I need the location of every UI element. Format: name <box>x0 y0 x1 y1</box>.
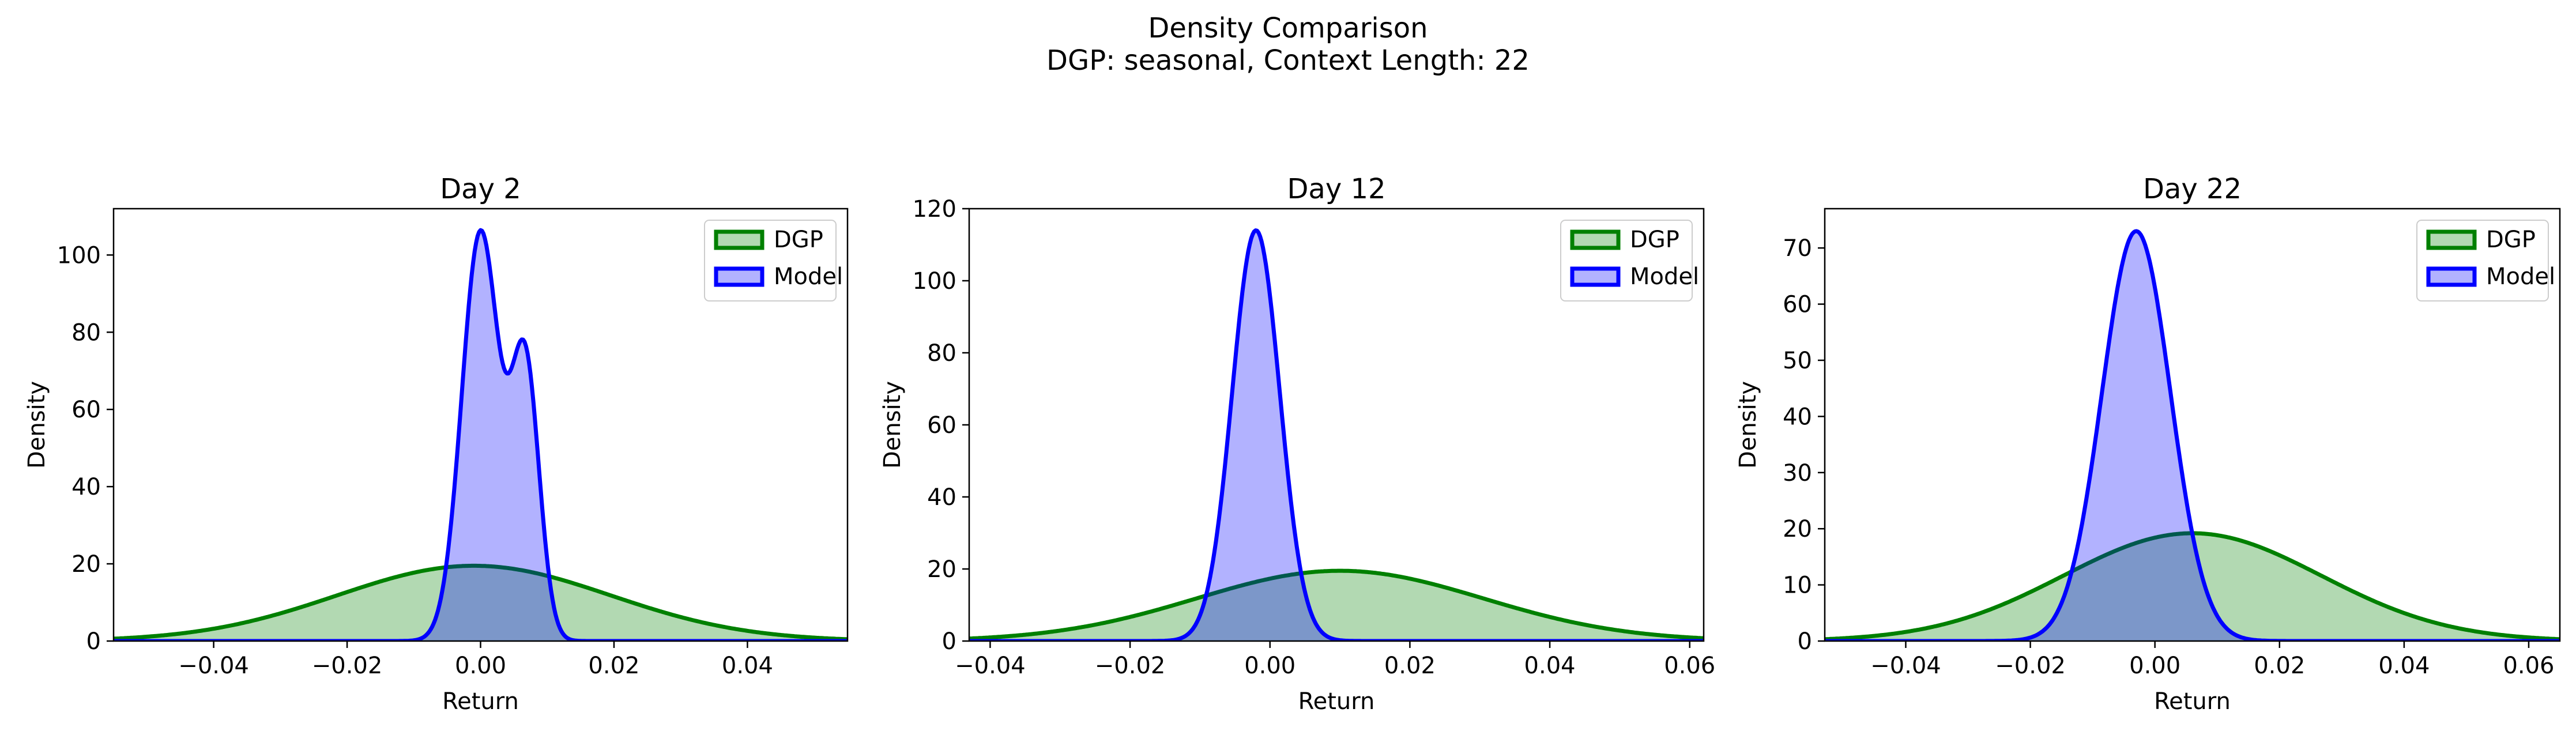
panel-title: Day 22 <box>2143 173 2242 205</box>
y-tick-label: 40 <box>1783 404 1812 430</box>
legend-label-model: Model <box>1630 263 1699 290</box>
figure-title: Density Comparison <box>1148 12 1428 44</box>
x-tick-label: 0.04 <box>722 653 773 679</box>
y-tick-label: 100 <box>913 268 956 295</box>
x-axis-label: Return <box>1298 688 1375 715</box>
legend-label-dgp: DGP <box>1630 227 1679 253</box>
y-tick-label: 0 <box>1798 628 1812 655</box>
chart-panel-3: −0.04 −0.02 0.00 0.02 0.04 0.06 0 10 20 30 40 50 60 7… <box>1735 173 2561 715</box>
x-tick-label: 0.06 <box>1664 653 1715 679</box>
y-tick-label: 40 <box>927 484 956 511</box>
x-tick-label: 0.06 <box>2503 653 2554 679</box>
legend-swatch-dgp <box>714 229 764 250</box>
series-model-line <box>1825 229 2560 641</box>
x-tick-label: 0.00 <box>455 653 506 679</box>
y-tick-label: 40 <box>71 474 101 500</box>
legend-swatch-dgp <box>1570 229 1621 250</box>
y-axis-label: Density <box>24 381 50 469</box>
x-tick-label: 0.04 <box>2378 653 2430 679</box>
series-dgp-area <box>969 571 1704 641</box>
legend-label-dgp: DGP <box>774 227 823 253</box>
legend-swatch-model <box>1570 266 1621 287</box>
y-tick-label: 70 <box>1783 235 1812 262</box>
panel-title: Day 12 <box>1287 173 1385 205</box>
y-tick-label: 0 <box>86 628 101 655</box>
legend-box <box>704 220 837 301</box>
x-tick-label: 0.02 <box>588 653 639 679</box>
series-model-line <box>969 228 1704 641</box>
y-tick-label: 100 <box>57 242 101 269</box>
series-model-area <box>114 230 848 641</box>
legend-label-model: Model <box>774 263 843 290</box>
x-axis-label: Return <box>2154 688 2231 715</box>
y-tick-label: 20 <box>71 551 101 578</box>
legend-label-model: Model <box>2486 263 2555 290</box>
chart-panel-2: −0.04 −0.02 0.00 0.02 0.04 0.06 0 20 40 60 80 100 12… <box>879 173 1715 715</box>
series-model-line <box>114 228 848 641</box>
y-tick-label: 60 <box>927 412 956 439</box>
x-tick-label: −0.04 <box>1870 653 1941 679</box>
y-tick-label: 30 <box>1783 460 1812 487</box>
series-dgp-line <box>114 563 848 641</box>
y-tick-label: 80 <box>71 319 101 346</box>
series-dgp-area <box>1825 533 2560 641</box>
y-tick-label: 60 <box>1783 292 1812 318</box>
series-dgp-line <box>969 568 1704 641</box>
x-tick-label: 0.02 <box>1384 653 1436 679</box>
x-tick-label: 0.04 <box>1524 653 1576 679</box>
legend-swatch-model <box>2426 266 2477 287</box>
panel-title: Day 2 <box>440 173 521 205</box>
legend: DGP Model <box>1560 220 1699 301</box>
x-axis-label: Return <box>442 688 519 715</box>
legend-label-dgp: DGP <box>2486 227 2536 253</box>
x-tick-label: −0.02 <box>1995 653 2066 679</box>
legend: DGP Model <box>704 220 843 301</box>
legend-box <box>2416 220 2549 301</box>
x-tick-label: −0.02 <box>312 653 383 679</box>
legend-box <box>1560 220 1693 301</box>
figure-subtitle: DGP: seasonal, Context Length: 22 <box>1046 44 1530 77</box>
x-tick-label: 0.00 <box>1244 653 1295 679</box>
legend: DGP Model <box>2416 220 2555 301</box>
series-model-area <box>1825 231 2560 641</box>
y-tick-label: 20 <box>1783 516 1812 542</box>
legend-swatch-dgp <box>2426 229 2477 250</box>
y-tick-label: 0 <box>942 628 956 655</box>
legend-swatch-model <box>714 266 764 287</box>
y-tick-label: 60 <box>71 397 101 423</box>
x-tick-label: 0.00 <box>2129 653 2180 679</box>
x-tick-label: −0.04 <box>178 653 249 679</box>
y-tick-label: 120 <box>913 196 956 223</box>
y-tick-label: 10 <box>1783 572 1812 599</box>
y-tick-label: 20 <box>927 556 956 583</box>
y-axis-label: Density <box>879 381 906 469</box>
axes-frame <box>1824 208 2561 642</box>
x-tick-label: −0.04 <box>955 653 1026 679</box>
chart-panel-1: −0.04 −0.02 0.00 0.02 0.04 0 20 40 60 80 100 Day 2 R… <box>24 173 849 715</box>
y-tick-label: 80 <box>927 340 956 367</box>
x-tick-label: −0.02 <box>1095 653 1166 679</box>
y-axis-label: Density <box>1735 381 1761 469</box>
x-tick-label: 0.02 <box>2254 653 2305 679</box>
series-dgp-area <box>114 566 848 641</box>
y-tick-label: 50 <box>1783 348 1812 374</box>
